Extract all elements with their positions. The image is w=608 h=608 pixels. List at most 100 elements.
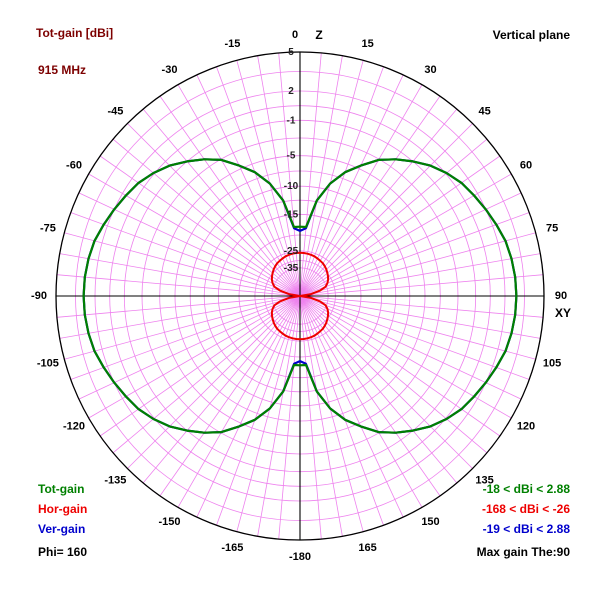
grid-spoke — [299, 295, 522, 400]
grid-spoke — [299, 60, 364, 297]
range-hor-gain: -168 < dBi < -26 — [481, 502, 570, 516]
grid-spoke — [299, 295, 473, 469]
grid-spoke — [56, 295, 301, 318]
angle-label: -165 — [221, 542, 243, 554]
ring-label: -10 — [284, 181, 299, 192]
grid-spoke — [112, 295, 301, 454]
outer-circle — [55, 51, 545, 541]
grid-spoke — [299, 52, 322, 297]
grid-spoke — [299, 155, 501, 297]
grid-spoke — [299, 173, 512, 297]
angle-label: 120 — [517, 421, 535, 433]
angle-label: 105 — [543, 358, 561, 370]
grid-spoke — [299, 295, 343, 537]
plot-title: Tot-gain [dBi] — [36, 26, 114, 40]
grid-spoke — [299, 123, 473, 297]
ring-label: -35 — [284, 263, 299, 274]
angle-label: -30 — [162, 64, 178, 76]
angle-label: -15 — [224, 38, 240, 50]
grid-spoke — [70, 212, 301, 297]
grid-spoke — [64, 295, 301, 360]
legend-item-ver-gain: Ver-gain — [38, 522, 86, 536]
xy-axis-label: XY — [555, 306, 571, 320]
legend: Tot-gain Hor-gain Ver-gain Phi= 160 — [38, 479, 87, 562]
angle-label: -180 — [289, 551, 311, 563]
grid-spoke — [88, 295, 301, 419]
frequency-label: 915 MHz — [38, 63, 87, 77]
range-tot-gain: -18 < dBi < 2.88 — [482, 482, 570, 496]
angle-label: 150 — [421, 516, 439, 528]
grid-spoke — [299, 192, 522, 297]
legend-item-tot-gain: Tot-gain — [38, 482, 85, 496]
grid-spoke — [278, 295, 301, 540]
angle-label: 15 — [361, 38, 373, 50]
grid-spoke — [64, 232, 301, 297]
phi-label: Phi= 160 — [38, 545, 88, 559]
grid-spoke — [216, 66, 301, 297]
angle-label: 135 — [475, 475, 493, 487]
angle-label: 0 — [292, 29, 298, 41]
grid-spoke — [299, 295, 541, 339]
grid-spoke — [299, 295, 501, 437]
grid-spoke — [216, 295, 301, 526]
grid-spoke — [99, 155, 301, 297]
legend-item-hor-gain: Hor-gain — [38, 502, 88, 516]
ring-label: 5 — [288, 47, 294, 58]
grid-spoke — [299, 212, 530, 297]
grid-spoke — [299, 295, 544, 318]
grid-spoke — [78, 295, 301, 400]
grid-spoke — [299, 295, 488, 454]
grid-spoke — [299, 295, 322, 540]
grid-spoke — [299, 295, 536, 360]
grid-spoke — [257, 295, 301, 537]
grid-spoke — [299, 295, 530, 380]
grid-spoke — [299, 253, 541, 297]
grid-spoke — [70, 295, 301, 380]
plane-label: Vertical plane — [492, 28, 570, 42]
ring-label: -5 — [287, 151, 296, 162]
ring-label: -1 — [287, 115, 296, 126]
angle-label: -45 — [107, 105, 123, 117]
angle-label: 60 — [520, 160, 532, 172]
ring-label: -25 — [284, 246, 299, 257]
ring-label: -15 — [284, 209, 299, 220]
grid-spoke — [257, 55, 301, 297]
grid-spoke — [299, 295, 458, 484]
grid-spoke — [142, 295, 301, 484]
z-axis-label: Z — [315, 28, 322, 42]
grid-spoke — [56, 274, 301, 297]
grid-spoke — [299, 232, 536, 297]
grid-spoke — [127, 123, 301, 297]
angle-label: -135 — [104, 475, 126, 487]
grid-spoke — [88, 173, 301, 297]
grid-spoke — [59, 253, 301, 297]
grid-spoke — [236, 60, 301, 297]
legend-ranges: -18 < dBi < 2.88 -168 < dBi < -26 -19 < … — [477, 479, 570, 562]
grid-spoke — [299, 55, 343, 297]
angle-label: -150 — [158, 516, 180, 528]
grid-spoke — [78, 192, 301, 297]
grid-spoke — [142, 108, 301, 297]
grid-spoke — [299, 295, 512, 419]
grid-spoke — [278, 52, 301, 297]
ring-label: 2 — [288, 86, 294, 97]
grid-spoke — [299, 295, 384, 526]
grid-spoke — [59, 295, 301, 339]
angle-label: -105 — [37, 358, 59, 370]
angle-label: -75 — [40, 222, 56, 234]
grid-spoke — [299, 66, 384, 297]
angle-label: -90 — [31, 290, 47, 302]
grid-spoke — [112, 138, 301, 297]
angle-label: 75 — [546, 222, 558, 234]
angle-label: 165 — [358, 542, 376, 554]
series-curve-hor-gain — [270, 251, 330, 341]
grid-spoke — [299, 295, 364, 532]
grid-spoke — [299, 108, 458, 297]
grid-spoke — [299, 138, 488, 297]
angle-label: 90 — [555, 290, 567, 302]
grid-spoke — [299, 274, 544, 297]
series-curve-tot-gain — [82, 158, 518, 434]
grid-spoke — [236, 295, 301, 532]
angle-label: -120 — [63, 421, 85, 433]
